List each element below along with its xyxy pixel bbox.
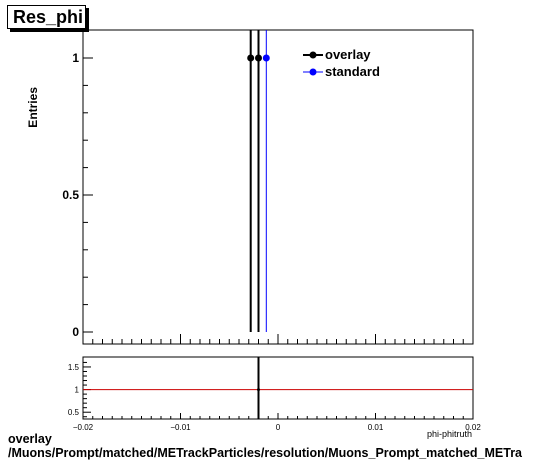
main-y-tick-label: 0.5 — [62, 188, 79, 202]
x-tick-label: 0.02 — [465, 423, 481, 432]
ratio-data-marks — [83, 357, 473, 419]
legend-overlay-marker — [309, 51, 317, 59]
main-y-tick-label: 1 — [72, 51, 79, 65]
x-tick-label: −0.02 — [73, 423, 94, 432]
ratio-y-tick-label: 1.5 — [68, 363, 80, 372]
footer-line-2: /Muons/Prompt/matched/METrackParticles/r… — [8, 446, 523, 460]
data-point-overlay — [247, 54, 255, 62]
legend: overlay standard — [303, 47, 380, 79]
y-axis-label: Entries — [26, 87, 40, 128]
chart-title: Res_phi — [7, 5, 86, 29]
legend-standard-label: standard — [325, 64, 380, 79]
x-tick-label: −0.01 — [170, 423, 191, 432]
x-axis-label: phi-phitruth — [427, 429, 472, 439]
ratio-point — [257, 388, 260, 392]
data-point-standard — [262, 54, 270, 62]
main-x-ticks — [82, 334, 474, 344]
x-tick-label: 0.01 — [368, 423, 384, 432]
main-plot-frame — [82, 29, 474, 345]
main-y-axis: 00.51 — [62, 30, 93, 339]
legend-standard-marker — [309, 68, 317, 76]
main-y-tick-label: 0 — [72, 325, 79, 339]
legend-overlay-label: overlay — [325, 47, 371, 62]
ratio-y-tick-label: 0.5 — [68, 408, 80, 417]
footer-line-1: overlay — [8, 432, 52, 446]
ratio-x-axis: −0.02 −0.01 0 0.01 0.02 — [73, 413, 481, 432]
x-tick-label: 0 — [276, 423, 281, 432]
data-point-overlay — [255, 54, 262, 62]
ratio-y-tick-label: 1 — [75, 386, 80, 395]
main-data-marks — [247, 30, 270, 332]
ratio-plot-frame — [82, 356, 474, 420]
